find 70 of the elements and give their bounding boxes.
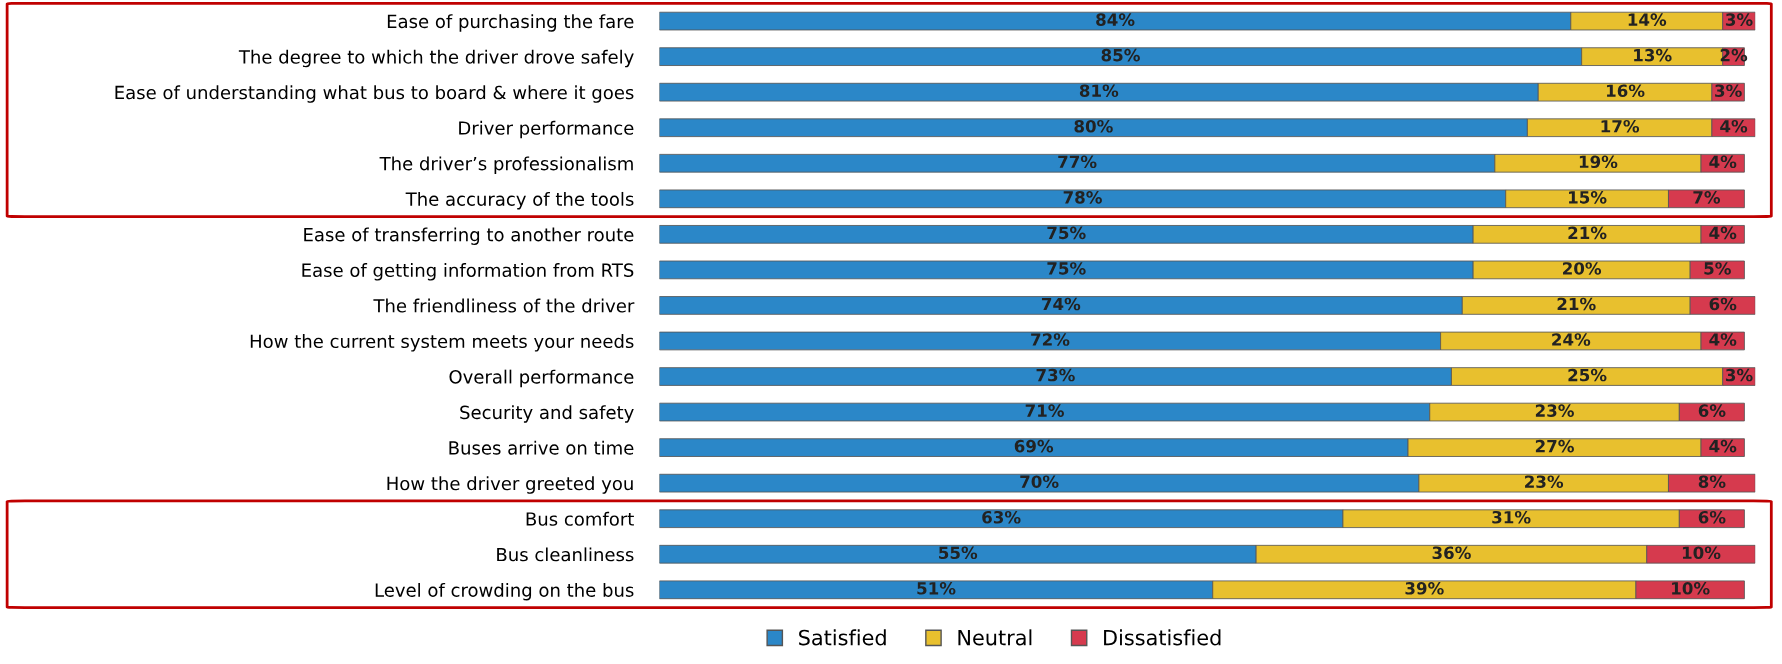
data-label: 75% — [1047, 226, 1086, 240]
data-label: 23% — [1525, 475, 1564, 488]
data-label: 78% — [1063, 191, 1102, 204]
data-label: 24% — [1552, 333, 1591, 346]
y-tick-label: How the current system meets your needs — [250, 334, 634, 352]
data-label: 4% — [1709, 155, 1737, 169]
data-label: 36% — [1432, 546, 1471, 560]
data-label: 10% — [1672, 582, 1710, 595]
data-label: 63% — [982, 510, 1021, 524]
data-label: 81% — [1079, 84, 1119, 98]
y-tick-label: The accuracy of the tools — [405, 191, 634, 210]
data-label: 75% — [1047, 262, 1086, 275]
y-tick-label: Buses arrive on time — [449, 440, 634, 455]
y-tick-label: Security and safety — [460, 405, 634, 423]
data-label: 74% — [1041, 297, 1081, 311]
data-label: 5% — [1704, 262, 1731, 275]
data-label: 3% — [1725, 13, 1753, 26]
data-label: 4% — [1709, 439, 1737, 453]
data-label: 3% — [1715, 84, 1742, 98]
data-label: 23% — [1535, 404, 1574, 417]
data-label: 21% — [1557, 297, 1596, 311]
data-label: 55% — [939, 546, 978, 560]
data-label: 16% — [1606, 84, 1645, 98]
data-label: 4% — [1709, 333, 1737, 346]
y-tick-label: Bus cleanliness — [497, 547, 634, 562]
data-label: 6% — [1709, 297, 1737, 311]
data-label: 3% — [1725, 368, 1753, 382]
data-label: 39% — [1405, 582, 1444, 595]
data-label: 17% — [1601, 119, 1640, 133]
data-label: 4% — [1720, 119, 1748, 133]
y-tick-label: The driver’s professionalism — [379, 156, 633, 174]
data-label: 71% — [1025, 404, 1064, 417]
data-label: 72% — [1031, 333, 1070, 346]
data-label: 85% — [1101, 48, 1140, 62]
data-label: 13% — [1634, 48, 1672, 62]
y-tick-label: How the driver greeted you — [387, 476, 633, 494]
legend-label: Dissatisfied — [1104, 629, 1221, 646]
data-label: 21% — [1568, 226, 1607, 240]
data-label: 31% — [1492, 510, 1531, 524]
data-label: 8% — [1698, 475, 1726, 488]
data-label: 7% — [1693, 191, 1721, 204]
data-label: 69% — [1014, 439, 1054, 453]
y-tick-label: Ease of getting information from RTS — [302, 263, 634, 281]
data-label: 84% — [1096, 13, 1135, 26]
data-label: 20% — [1563, 262, 1602, 275]
y-tick-label: Overall performance — [449, 369, 634, 388]
data-label: 25% — [1568, 368, 1607, 382]
data-label: 4% — [1709, 226, 1737, 240]
y-tick-label: Ease of transferring to another route — [304, 227, 634, 245]
data-label: 51% — [917, 582, 956, 595]
data-label: 27% — [1535, 439, 1574, 453]
data-label: 6% — [1698, 404, 1726, 417]
legend-label: Satisfied — [799, 629, 886, 646]
data-label: 80% — [1074, 119, 1113, 133]
y-tick-label: Bus comfort — [526, 511, 634, 526]
data-label: 73% — [1036, 368, 1075, 382]
y-tick-label: The degree to which the driver drove safely — [238, 49, 634, 68]
data-label: 14% — [1628, 13, 1667, 26]
y-tick-label: Ease of understanding what bus to board & where it goes — [115, 85, 634, 103]
y-tick-label: Level of crowding on the bus — [375, 582, 634, 601]
data-label: 15% — [1569, 191, 1607, 204]
data-label: 77% — [1058, 155, 1097, 169]
y-tick-label: The friendliness of the driver — [373, 298, 635, 313]
y-tick-label: Driver performance — [459, 120, 634, 139]
y-tick-label: Ease of purchasing the fare — [387, 14, 634, 32]
data-label: 10% — [1682, 546, 1721, 560]
data-label: 19% — [1579, 155, 1618, 169]
data-label: 70% — [1020, 475, 1059, 488]
legend-label: Neutral — [958, 629, 1032, 646]
data-label: 6% — [1698, 510, 1726, 524]
